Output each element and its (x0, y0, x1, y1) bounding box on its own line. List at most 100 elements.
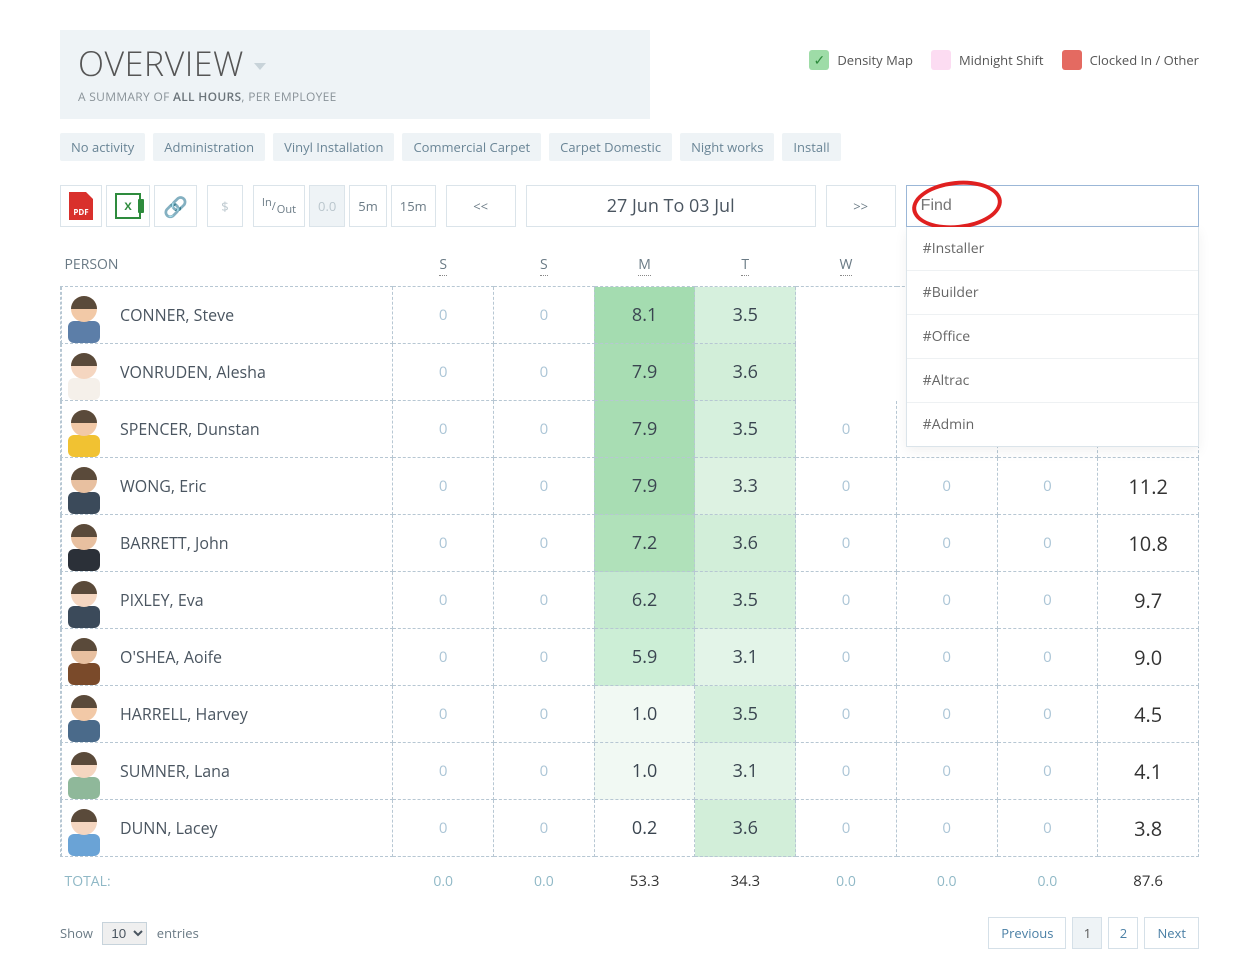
hours-cell[interactable]: 7.9 (594, 344, 695, 401)
hours-cell[interactable]: 0 (997, 800, 1098, 857)
hours-cell[interactable]: 0 (393, 629, 494, 686)
inout-toggle[interactable]: In/Out (253, 185, 305, 227)
hours-cell[interactable] (796, 344, 897, 401)
hours-cell[interactable]: 0 (997, 515, 1098, 572)
hours-cell[interactable]: 3.6 (695, 515, 796, 572)
person-cell[interactable]: HARRELL, Harvey (61, 686, 393, 743)
filter-tag[interactable]: Carpet Domestic (549, 133, 672, 161)
find-option[interactable]: #Altrac (907, 359, 1198, 403)
hours-cell[interactable]: 0 (796, 401, 897, 458)
table-row[interactable]: O'SHEA, Aoife005.93.10009.0 (61, 629, 1199, 686)
hours-cell[interactable]: 0 (997, 686, 1098, 743)
hours-cell[interactable]: 0 (494, 572, 595, 629)
hours-cell[interactable]: 0 (796, 743, 897, 800)
find-option[interactable]: #Office (907, 315, 1198, 359)
hours-cell[interactable]: 7.9 (594, 458, 695, 515)
date-range[interactable]: 27 Jun To 03 Jul (526, 185, 816, 227)
filter-tag[interactable]: Vinyl Installation (273, 133, 394, 161)
copy-link-button[interactable]: 🔗 (154, 185, 197, 227)
hours-cell[interactable]: 1.0 (594, 743, 695, 800)
hours-cell[interactable]: 3.5 (695, 572, 796, 629)
filter-tag[interactable]: Commercial Carpet (402, 133, 541, 161)
person-cell[interactable]: VONRUDEN, Alesha (61, 344, 393, 401)
hours-cell[interactable]: 5.9 (594, 629, 695, 686)
hours-cell[interactable]: 0 (494, 629, 595, 686)
previous-button[interactable]: Previous (988, 917, 1066, 949)
hours-cell[interactable]: 0 (494, 458, 595, 515)
hours-cell[interactable]: 0 (393, 401, 494, 458)
hours-cell[interactable]: 0 (997, 458, 1098, 515)
page-size-select[interactable]: 10 (102, 922, 147, 945)
hours-cell[interactable]: 7.2 (594, 515, 695, 572)
hours-cell[interactable]: 0 (796, 458, 897, 515)
hours-cell[interactable]: 3.3 (695, 458, 796, 515)
hours-cell[interactable]: 3.5 (695, 401, 796, 458)
hours-cell[interactable]: 0 (393, 515, 494, 572)
hours-cell[interactable]: 0 (494, 287, 595, 344)
hours-cell[interactable]: 0 (494, 344, 595, 401)
table-row[interactable]: BARRETT, John007.23.600010.8 (61, 515, 1199, 572)
hours-cell[interactable]: 0 (796, 800, 897, 857)
hours-cell[interactable]: 0 (896, 800, 997, 857)
person-cell[interactable]: SUMNER, Lana (61, 743, 393, 800)
title-dropdown-caret[interactable] (254, 63, 266, 70)
table-row[interactable]: HARRELL, Harvey001.03.50004.5 (61, 686, 1199, 743)
person-cell[interactable]: PIXLEY, Eva (61, 572, 393, 629)
hours-cell[interactable]: 0 (896, 743, 997, 800)
export-excel-button[interactable]: X (106, 185, 150, 227)
find-option[interactable]: #Installer (907, 227, 1198, 271)
table-row[interactable]: SUMNER, Lana001.03.10004.1 (61, 743, 1199, 800)
hours-cell[interactable]: 0 (393, 287, 494, 344)
hours-cell[interactable]: 3.5 (695, 287, 796, 344)
person-cell[interactable]: CONNER, Steve (61, 287, 393, 344)
person-cell[interactable]: O'SHEA, Aoife (61, 629, 393, 686)
dollar-toggle[interactable]: $ (207, 185, 243, 227)
find-option[interactable]: #Admin (907, 403, 1198, 446)
export-pdf-button[interactable]: PDF (60, 185, 102, 227)
filter-tag[interactable]: Administration (153, 133, 265, 161)
table-row[interactable]: PIXLEY, Eva006.23.50009.7 (61, 572, 1199, 629)
page-number-button[interactable]: 2 (1108, 917, 1138, 949)
person-cell[interactable]: WONG, Eric (61, 458, 393, 515)
hours-cell[interactable]: 3.5 (695, 686, 796, 743)
filter-tag[interactable]: Night works (680, 133, 774, 161)
hours-cell[interactable]: 0 (393, 743, 494, 800)
hours-cell[interactable]: 0 (494, 515, 595, 572)
zero-toggle[interactable]: 0.0 (309, 185, 345, 227)
hours-cell[interactable]: 0 (796, 572, 897, 629)
hours-cell[interactable]: 0 (494, 401, 595, 458)
prev-week-button[interactable]: << (446, 185, 516, 227)
hours-cell[interactable]: 3.6 (695, 344, 796, 401)
hours-cell[interactable]: 0 (393, 800, 494, 857)
person-cell[interactable]: DUNN, Lacey (61, 800, 393, 857)
hours-cell[interactable]: 0 (393, 344, 494, 401)
hours-cell[interactable]: 0 (393, 458, 494, 515)
find-input[interactable] (906, 185, 1199, 227)
person-cell[interactable]: SPENCER, Dunstan (61, 401, 393, 458)
person-cell[interactable]: BARRETT, John (61, 515, 393, 572)
hours-cell[interactable]: 0 (997, 629, 1098, 686)
hours-cell[interactable]: 0 (997, 743, 1098, 800)
hours-cell[interactable]: 7.9 (594, 401, 695, 458)
hours-cell[interactable]: 0 (896, 629, 997, 686)
filter-tag[interactable]: Install (782, 133, 840, 161)
hours-cell[interactable]: 0 (896, 686, 997, 743)
round-5m-button[interactable]: 5m (349, 185, 386, 227)
hours-cell[interactable]: 0 (896, 572, 997, 629)
hours-cell[interactable]: 3.1 (695, 629, 796, 686)
hours-cell[interactable]: 0 (997, 572, 1098, 629)
filter-tag[interactable]: No activity (60, 133, 145, 161)
hours-cell[interactable]: 8.1 (594, 287, 695, 344)
hours-cell[interactable]: 0 (796, 515, 897, 572)
page-number-button[interactable]: 1 (1072, 917, 1102, 949)
hours-cell[interactable]: 3.1 (695, 743, 796, 800)
round-15m-button[interactable]: 15m (391, 185, 436, 227)
hours-cell[interactable]: 6.2 (594, 572, 695, 629)
hours-cell[interactable]: 0 (494, 800, 595, 857)
find-option[interactable]: #Builder (907, 271, 1198, 315)
hours-cell[interactable]: 1.0 (594, 686, 695, 743)
hours-cell[interactable] (796, 287, 897, 344)
hours-cell[interactable]: 0 (796, 629, 897, 686)
hours-cell[interactable]: 0 (393, 686, 494, 743)
hours-cell[interactable]: 0 (393, 572, 494, 629)
